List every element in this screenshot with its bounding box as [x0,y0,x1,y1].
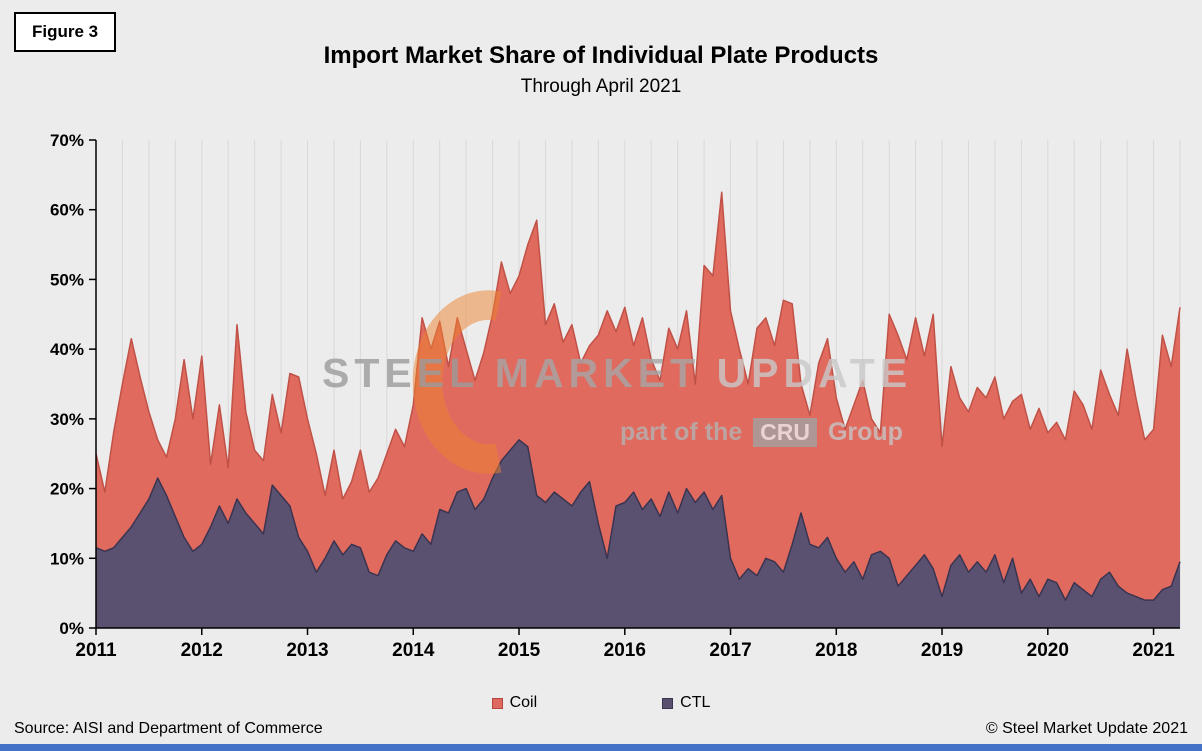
copyright-note: © Steel Market Update 2021 [985,720,1188,737]
source-note: Source: AISI and Department of Commerce [14,720,323,737]
svg-text:2014: 2014 [392,640,435,661]
svg-text:2012: 2012 [181,640,223,661]
coil-swatch-icon [491,697,503,709]
svg-text:2016: 2016 [604,640,646,661]
svg-text:2020: 2020 [1027,640,1069,661]
legend-label-ctl: CTL [680,694,711,711]
legend-item-ctl: CTL [662,694,710,712]
svg-text:60%: 60% [50,201,84,220]
bottom-accent-bar [0,744,1202,751]
svg-text:2021: 2021 [1132,640,1175,661]
svg-text:2013: 2013 [286,640,328,661]
plate-products-area-chart: 0% 10% 20% 30% 40% 50% 60% 70% 2011 2012 2013 2014 2… [50,131,1181,661]
svg-text:30%: 30% [50,410,84,429]
svg-text:2011: 2011 [75,640,117,661]
page-title: Import Market Share of Individual Plate … [323,42,879,69]
svg-text:40%: 40% [50,340,84,359]
legend-item-coil: Coil [491,694,538,712]
svg-text:50%: 50% [50,270,84,289]
svg-text:2018: 2018 [815,640,857,661]
svg-text:2015: 2015 [498,640,541,661]
svg-text:2019: 2019 [921,640,963,661]
figure-label: Figure 3 [14,12,117,52]
svg-text:2017: 2017 [709,640,751,661]
chart-legend: Coil CTL [0,694,1202,712]
svg-text:70%: 70% [50,131,84,150]
svg-text:20%: 20% [50,480,84,499]
svg-text:0%: 0% [59,619,84,638]
legend-label-coil: Coil [509,694,538,711]
ctl-swatch-icon [662,697,674,709]
svg-text:10%: 10% [50,549,84,568]
page-subtitle: Through April 2021 [520,76,682,97]
